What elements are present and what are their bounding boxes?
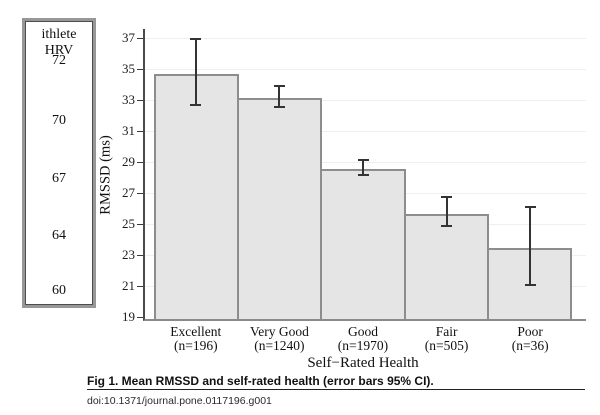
y-tick-mark	[137, 224, 143, 226]
x-category-n: (n=1970)	[337, 338, 389, 353]
ithlete-hrv-panel-inner-border: ithlete HRV 72 70 67 64 60	[25, 21, 93, 305]
y-axis-title: RMSSD (ms)	[97, 135, 114, 215]
error-bar-very-good	[273, 84, 285, 108]
y-tick-label: 23	[122, 247, 135, 263]
y-tick-label: 29	[122, 154, 135, 170]
x-category-name: Good	[347, 324, 378, 339]
x-category-n: (n=196)	[173, 338, 218, 353]
error-bar-stem	[362, 159, 364, 177]
y-tick-mark	[137, 317, 143, 318]
error-bar-cap-top	[441, 196, 453, 199]
x-category-label: Good (n=1970)	[321, 325, 405, 353]
error-bar-cap-bottom	[524, 284, 536, 287]
gridline	[145, 69, 586, 71]
x-axis-title: Self−Rated Health	[307, 355, 419, 371]
x-category-label: Poor (n=36)	[488, 325, 572, 353]
x-category-name: Fair	[435, 324, 458, 339]
gridline	[145, 162, 586, 164]
y-tick-mark	[137, 131, 143, 133]
error-bar-cap-top	[524, 205, 536, 208]
y-tick-label: 37	[122, 30, 135, 46]
y-tick-mark	[137, 193, 143, 195]
y-tick-mark	[137, 162, 143, 164]
bar-fair	[403, 213, 489, 319]
error-bar-stem	[529, 205, 532, 287]
y-tick-label: 31	[122, 123, 135, 139]
x-category-labels: Excellent (n=196) Very Good (n=1240) Good (n=…	[154, 325, 572, 353]
y-tick-label: 25	[122, 216, 135, 232]
y-tick-mark	[137, 69, 143, 71]
y-tick-mark	[137, 286, 143, 288]
error-bar-excellent	[190, 38, 202, 107]
error-bar-poor	[524, 205, 536, 287]
error-bar-stem	[445, 196, 448, 228]
ithlete-hrv-value: 64	[52, 228, 66, 243]
error-bar-cap-top	[190, 38, 202, 41]
gridline	[145, 100, 586, 102]
ithlete-hrv-panel: ithlete HRV 72 70 67 64 60	[22, 18, 96, 308]
ithlete-hrv-value: 70	[52, 113, 66, 128]
y-tick-label: 21	[122, 278, 135, 294]
figure-caption-block: Fig 1. Mean RMSSD and self-rated health …	[87, 375, 585, 407]
ithlete-hrv-value: 72	[52, 53, 66, 68]
error-bar-fair	[441, 196, 453, 228]
error-bar-cap-bottom	[357, 174, 369, 177]
error-bar-good	[357, 159, 369, 177]
doi-text: doi:10.1371/journal.pone.0117196.g001	[87, 395, 272, 407]
ithlete-hrv-value: 67	[52, 171, 66, 186]
error-bar-cap-bottom	[273, 105, 285, 108]
x-category-name: Excellent	[170, 324, 222, 339]
ithlete-hrv-value: 60	[52, 283, 66, 298]
x-category-n: (n=1240)	[254, 338, 305, 353]
gridline	[145, 38, 586, 40]
x-category-name: Poor	[517, 324, 543, 339]
y-tick-label: 19	[122, 309, 135, 324]
x-category-label: Excellent (n=196)	[154, 325, 238, 353]
x-category-label: Fair (n=505)	[405, 325, 489, 353]
bar-very-good	[237, 97, 323, 319]
error-bar-cap-bottom	[190, 104, 202, 107]
ithlete-hrv-title: ithlete HRV	[41, 27, 77, 58]
error-bar-stem	[278, 84, 281, 108]
figure-caption: Fig 1. Mean RMSSD and self-rated health …	[87, 375, 585, 390]
error-bar-cap-top	[357, 159, 369, 162]
y-tick-label: 35	[122, 61, 135, 77]
error-bar-cap-top	[273, 84, 285, 87]
y-tick-label: 27	[122, 185, 135, 201]
y-tick-mark	[137, 100, 143, 102]
x-category-label: Very Good (n=1240)	[238, 325, 322, 353]
x-category-n: (n=36)	[511, 338, 549, 353]
error-bar-stem	[194, 38, 197, 107]
plot-area: Excellent (n=196) Very Good (n=1240) Good (n=…	[122, 29, 586, 371]
y-tick-mark	[137, 255, 143, 257]
bar-good	[320, 168, 406, 319]
gridline	[145, 131, 586, 133]
error-bar-cap-bottom	[441, 225, 453, 228]
bars	[154, 29, 573, 319]
x-category-n: (n=505)	[424, 338, 469, 353]
y-tick-label: 33	[122, 92, 135, 108]
bar-excellent	[154, 74, 240, 319]
y-tick-mark	[137, 38, 143, 40]
x-category-name: Very Good	[249, 324, 309, 339]
